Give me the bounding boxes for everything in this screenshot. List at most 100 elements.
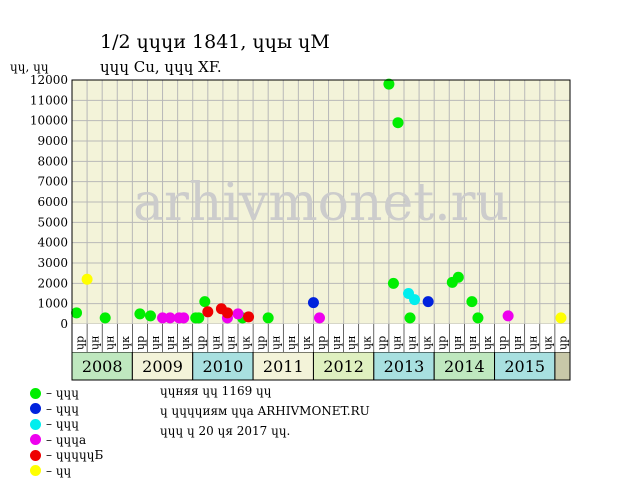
data-point: [71, 307, 83, 319]
y-tick-label: 11000: [30, 93, 68, 107]
data-points: [71, 78, 567, 324]
data-point: [134, 308, 146, 320]
quarter-label: ɥн: [466, 336, 479, 350]
quarter-label: ɥн: [345, 336, 358, 350]
data-point: [502, 310, 514, 322]
quarter-row: [72, 324, 570, 352]
y-tick-label: 9000: [37, 134, 68, 148]
data-point: [387, 277, 399, 289]
year-label: 2014: [444, 357, 485, 376]
legend-label: – ɥɥɥ: [46, 386, 79, 400]
note-source: ɥ ɥɥɥɥиям ɥɥа ARHIVMONET.RU: [160, 404, 370, 418]
quarter-label: ɥр: [556, 336, 569, 350]
year-label: 2012: [323, 357, 364, 376]
y-axis-label: ɥɥ, ɥɥ: [10, 60, 49, 74]
quarter-label: ɥн: [89, 336, 102, 350]
data-point: [221, 307, 233, 319]
quarter-label: ɥр: [436, 336, 449, 350]
data-point: [202, 306, 214, 318]
data-point: [164, 312, 176, 324]
data-point: [466, 296, 478, 308]
y-tick-label: 6000: [37, 195, 68, 209]
data-point: [157, 312, 169, 324]
quarter-label: ɥн: [149, 336, 162, 350]
data-point: [199, 296, 211, 308]
year-label: 2009: [142, 357, 183, 376]
legend-swatch: [30, 434, 41, 445]
y-tick-label: 3000: [37, 256, 68, 270]
quarter-label: ɥр: [74, 336, 87, 350]
legend-label: – ɥɥ: [46, 463, 72, 478]
y-tick-label: 5000: [37, 215, 68, 229]
year-bands: 2008 2009 2010 2011 2012 2013 2014 2015: [71, 351, 571, 381]
quarter-label: ɥк: [179, 336, 192, 350]
y-tick-label: 0: [60, 317, 68, 331]
quarter-label: ɥк: [240, 336, 253, 350]
data-point: [307, 297, 319, 309]
quarter-label: ɥн: [451, 336, 464, 350]
year-label: 2013: [384, 357, 425, 376]
quarter-label: ɥк: [481, 336, 494, 350]
y-tick-label: 2000: [37, 276, 68, 290]
quarter-label: ɥк: [300, 336, 313, 350]
quarter-label: ɥк: [119, 336, 132, 350]
watermark-text: arhivmonet.ru: [133, 173, 509, 233]
data-point: [472, 312, 484, 324]
quarter-label: ɥр: [315, 336, 328, 350]
data-point: [232, 308, 244, 320]
data-point: [555, 312, 567, 324]
year-band: [554, 351, 571, 381]
quarter-label: ɥр: [134, 336, 147, 350]
data-point: [190, 312, 202, 324]
quarter-label: ɥн: [104, 336, 117, 350]
y-tick-label: 4000: [37, 236, 68, 250]
data-point: [99, 312, 111, 324]
data-point: [452, 271, 464, 283]
quarter-label: ɥн: [224, 336, 237, 350]
quarter-label: ɥр: [375, 336, 388, 350]
year-label: 2010: [203, 357, 244, 376]
data-point: [81, 273, 93, 285]
data-point: [178, 312, 190, 324]
y-tick-label: 12000: [30, 73, 68, 87]
year-label: 2015: [504, 357, 545, 376]
data-point: [243, 311, 255, 323]
legend-item: – ɥɥɥ: [30, 402, 79, 416]
note-date: ɥɥɥ ɥ 20 ɥя 2017 ɥɥ.: [160, 424, 291, 438]
quarter-label: ɥн: [285, 336, 298, 350]
data-point: [144, 310, 156, 322]
data-point: [262, 312, 274, 324]
y-tick-label: 10000: [30, 114, 68, 128]
note-median: ɥɥняя ɥɥ 1169 ɥɥ: [160, 384, 272, 398]
legend-swatch: [30, 387, 41, 399]
quarter-label: ɥн: [330, 336, 343, 350]
legend-swatch: [30, 418, 41, 430]
legend-item: – ɥɥɥɥɥБ: [30, 448, 103, 462]
data-point: [422, 296, 434, 308]
quarter-label: ɥн: [270, 336, 283, 350]
quarter-label: ɥк: [421, 336, 434, 350]
y-tick-labels: 0 1000 2000 3000 4000 5000 6000 7000 8000 9000 100…: [30, 73, 68, 331]
plot-border: [71, 79, 571, 381]
y-tick-label: 7000: [37, 175, 68, 189]
quarter-label: ɥн: [164, 336, 177, 350]
quarter-label: ɥк: [360, 336, 373, 350]
data-point: [313, 312, 325, 324]
chart-subtitle: ɥɥɥ Cu, ɥɥɥ XF.: [100, 58, 222, 76]
legend-item: – ɥɥɥ: [30, 386, 79, 400]
quarter-label: ɥн: [390, 336, 403, 350]
quarter-label: ɥн: [406, 336, 419, 350]
y-tick-label: 1000: [37, 297, 68, 311]
legend-item: – ɥɥɥа: [30, 433, 86, 447]
legend-item: – ɥɥ: [30, 464, 71, 478]
quarter-label: ɥн: [209, 336, 222, 350]
quarter-label: ɥр: [496, 336, 509, 350]
quarter-label: ɥн: [511, 336, 524, 350]
legend-label: – ɥɥɥа: [46, 432, 87, 447]
quarter-label: ɥн: [526, 336, 539, 350]
chart-title: 1/2 ɥɥɥи 1841, ɥɥы ɥМ: [100, 31, 330, 53]
legend-swatch: [30, 449, 41, 461]
legend-swatch: [30, 465, 41, 476]
data-point: [409, 294, 421, 306]
